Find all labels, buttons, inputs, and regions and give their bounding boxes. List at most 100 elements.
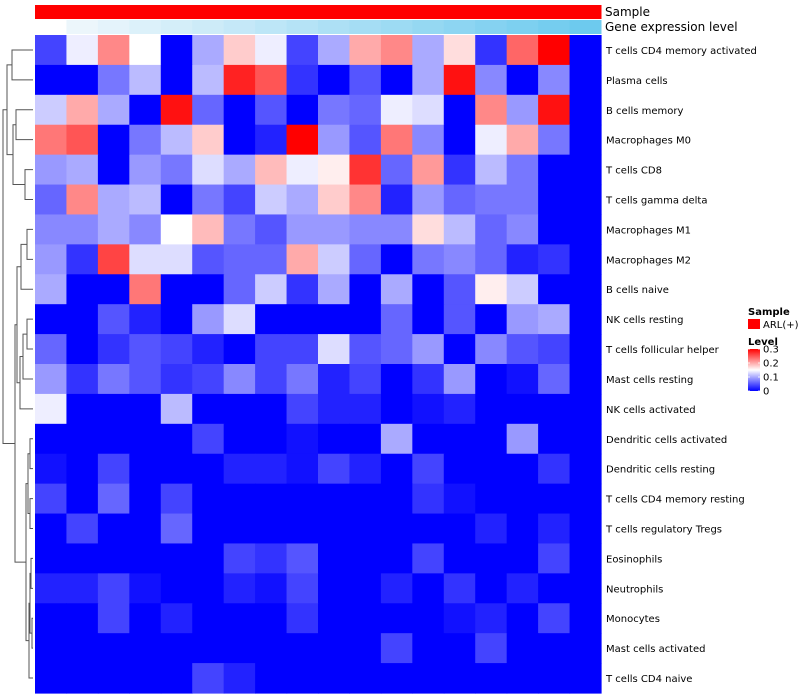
heatmap-cell: [349, 184, 382, 216]
heatmap-cell: [97, 543, 130, 574]
heatmap-cell: [569, 244, 602, 275]
heatmap-cell: [475, 244, 508, 275]
heatmap-cell: [412, 483, 445, 515]
heatmap-cell: [97, 94, 130, 126]
heatmap-cell: [192, 364, 225, 395]
heatmap-cell: [569, 603, 602, 634]
heatmap-cell: [475, 214, 508, 245]
heatmap-cell: [475, 274, 508, 305]
heatmap-cell: [380, 364, 413, 395]
annotation-cell: [129, 20, 162, 34]
annotation-cell: [97, 5, 130, 19]
heatmap-cell: [412, 274, 445, 305]
heatmap-cell: [349, 453, 382, 485]
heatmap-cell: [35, 423, 68, 455]
heatmap-cell: [412, 214, 445, 245]
row-label: T cells gamma delta: [605, 196, 707, 207]
heatmap-cell: [412, 364, 445, 395]
heatmap-cell: [318, 483, 351, 515]
heatmap-cell: [129, 154, 162, 186]
heatmap-cell: [380, 304, 413, 335]
heatmap-cell: [412, 393, 445, 425]
heatmap-cell: [318, 364, 351, 395]
dendrogram-branch: [2, 109, 15, 444]
heatmap-cell: [160, 483, 193, 515]
annotation-cell: [412, 20, 445, 34]
heatmap-cell: [538, 64, 571, 96]
heatmap-cell: [35, 274, 68, 305]
heatmap-cell: [129, 274, 162, 305]
heatmap-cell: [255, 453, 288, 485]
annotation-cell: [223, 5, 256, 19]
heatmap-cell: [475, 663, 508, 694]
legend-sample-title: Sample: [748, 307, 790, 318]
heatmap-cell: [569, 633, 602, 664]
heatmap-cell: [129, 603, 162, 634]
heatmap-cell: [223, 124, 256, 156]
annotation-cell: [35, 5, 67, 19]
heatmap-cell: [255, 663, 288, 694]
heatmap-cell: [538, 154, 571, 186]
row-label: Neutrophils: [606, 584, 663, 595]
heatmap-cell: [538, 244, 571, 275]
heatmap-cell: [286, 304, 319, 335]
heatmap-cell: [538, 543, 571, 574]
heatmap-cell: [255, 334, 288, 365]
heatmap-cell: [35, 214, 68, 245]
heatmap-cell: [160, 393, 193, 425]
heatmap-cell: [538, 513, 571, 545]
row-label: Dendritic cells activated: [606, 435, 727, 446]
heatmap-cell: [192, 603, 225, 634]
heatmap-cell: [223, 35, 256, 66]
heatmap-cell: [538, 214, 571, 245]
heatmap-cell: [506, 364, 539, 395]
heatmap-cell: [349, 154, 382, 186]
heatmap-cell: [129, 393, 162, 425]
heatmap-cell: [412, 154, 445, 186]
heatmap-cell: [443, 633, 476, 664]
heatmap-cell: [192, 334, 225, 365]
heatmap-cell: [569, 184, 602, 216]
annotation-cell: [255, 5, 288, 19]
heatmap-cell: [66, 124, 99, 156]
heatmap-cell: [66, 35, 99, 66]
heatmap-cell: [97, 274, 130, 305]
heatmap-cell: [160, 94, 193, 126]
heatmap-cell: [223, 543, 256, 574]
heatmap-cell: [569, 393, 602, 425]
annotation-cell: [380, 20, 413, 34]
dendrogram-branch: [31, 617, 33, 649]
heatmap-cell: [129, 364, 162, 395]
heatmap-cell: [255, 244, 288, 275]
heatmap-cell: [255, 573, 288, 604]
heatmap-cell: [286, 633, 319, 664]
heatmap-cell: [318, 573, 351, 604]
heatmap-cell: [318, 184, 351, 216]
heatmap-cell: [129, 214, 162, 245]
heatmap-cell: [318, 334, 351, 365]
heatmap-cell: [475, 573, 508, 604]
heatmap-cell: [192, 573, 225, 604]
heatmap-cell: [97, 124, 130, 156]
heatmap-cell: [538, 483, 571, 515]
heatmap-cell: [35, 663, 68, 694]
heatmap-cell: [412, 35, 445, 66]
heatmap-cell: [286, 274, 319, 305]
heatmap-cell: [286, 334, 319, 365]
heatmap-cell: [223, 154, 256, 186]
heatmap-cell: [129, 244, 162, 275]
heatmap-cell: [66, 334, 99, 365]
heatmap-cell: [286, 603, 319, 634]
heatmap-cell: [475, 364, 508, 395]
annotation-cell: [66, 20, 99, 34]
legend-level-tick-label: 0.3: [763, 345, 779, 356]
heatmap-cell: [506, 334, 539, 365]
heatmap-cell: [286, 214, 319, 245]
row-label: T cells regulatory Tregs: [605, 525, 722, 536]
heatmap-cell: [443, 154, 476, 186]
row-label: Macrophages M1: [606, 225, 691, 236]
annotation-cell: [538, 20, 571, 34]
heatmap-cell: [66, 483, 99, 515]
heatmap-cell: [380, 154, 413, 186]
annotation-cell: [506, 20, 539, 34]
